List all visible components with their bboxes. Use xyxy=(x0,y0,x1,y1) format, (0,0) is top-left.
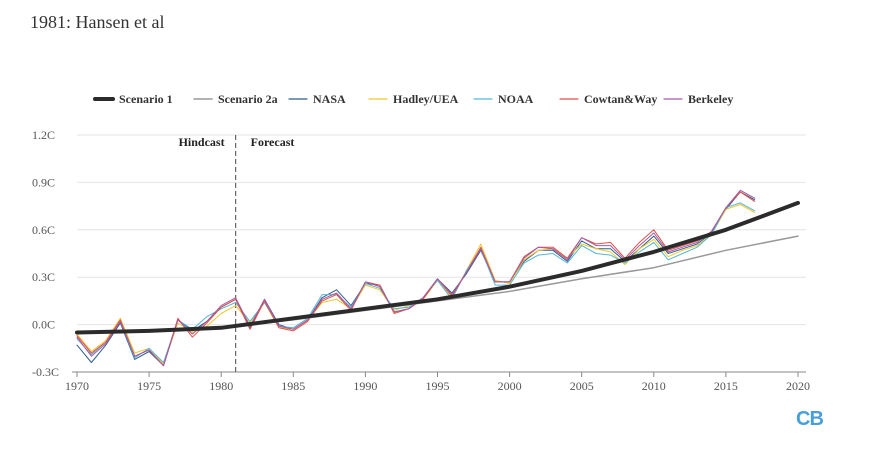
x-tick-label: 1990 xyxy=(353,379,377,393)
x-tick-label: 2010 xyxy=(642,379,666,393)
legend-label-berkeley: Berkeley xyxy=(688,92,733,106)
x-tick-label: 1970 xyxy=(65,379,89,393)
x-tick-label: 1980 xyxy=(209,379,233,393)
x-tick-label: 1975 xyxy=(137,379,161,393)
legend-label-nasa: NASA xyxy=(313,92,346,106)
y-tick-label: 0.0C xyxy=(32,318,55,332)
series-line-berkeley xyxy=(76,189,756,367)
x-tick-label: 1995 xyxy=(426,379,450,393)
x-tick-label: 2015 xyxy=(714,379,738,393)
series-line-cowtan-way xyxy=(76,191,756,367)
carbon-brief-logo: CB xyxy=(796,408,824,430)
y-tick-label: 0.3C xyxy=(32,270,55,284)
y-tick-label: -0.3C xyxy=(32,365,59,379)
series-line-noaa xyxy=(76,202,756,363)
y-tick-label: 0.9C xyxy=(32,175,55,189)
hindcast-label: Hindcast xyxy=(179,135,225,149)
legend-label-cowtan-way: Cowtan&Way xyxy=(584,92,657,106)
series-line-hadley-uea xyxy=(76,204,756,365)
y-tick-label: 1.2C xyxy=(32,128,55,142)
legend-label-hadley-uea: Hadley/UEA xyxy=(393,92,459,106)
y-tick-label: 0.6C xyxy=(32,223,55,237)
x-tick-label: 1985 xyxy=(281,379,305,393)
series-line-nasa xyxy=(76,191,756,367)
legend-label-scenario-1: Scenario 1 xyxy=(119,92,173,106)
chart-title: 1981: Hansen et al xyxy=(30,12,165,32)
forecast-label: Forecast xyxy=(251,135,295,149)
legend-label-scenario-2a: Scenario 2a xyxy=(218,92,278,106)
x-tick-label: 2020 xyxy=(786,379,810,393)
x-tick-label: 2005 xyxy=(570,379,594,393)
legend-label-noaa: NOAA xyxy=(498,92,534,106)
x-tick-label: 2000 xyxy=(498,379,522,393)
series-line-scenario-1 xyxy=(75,200,800,335)
